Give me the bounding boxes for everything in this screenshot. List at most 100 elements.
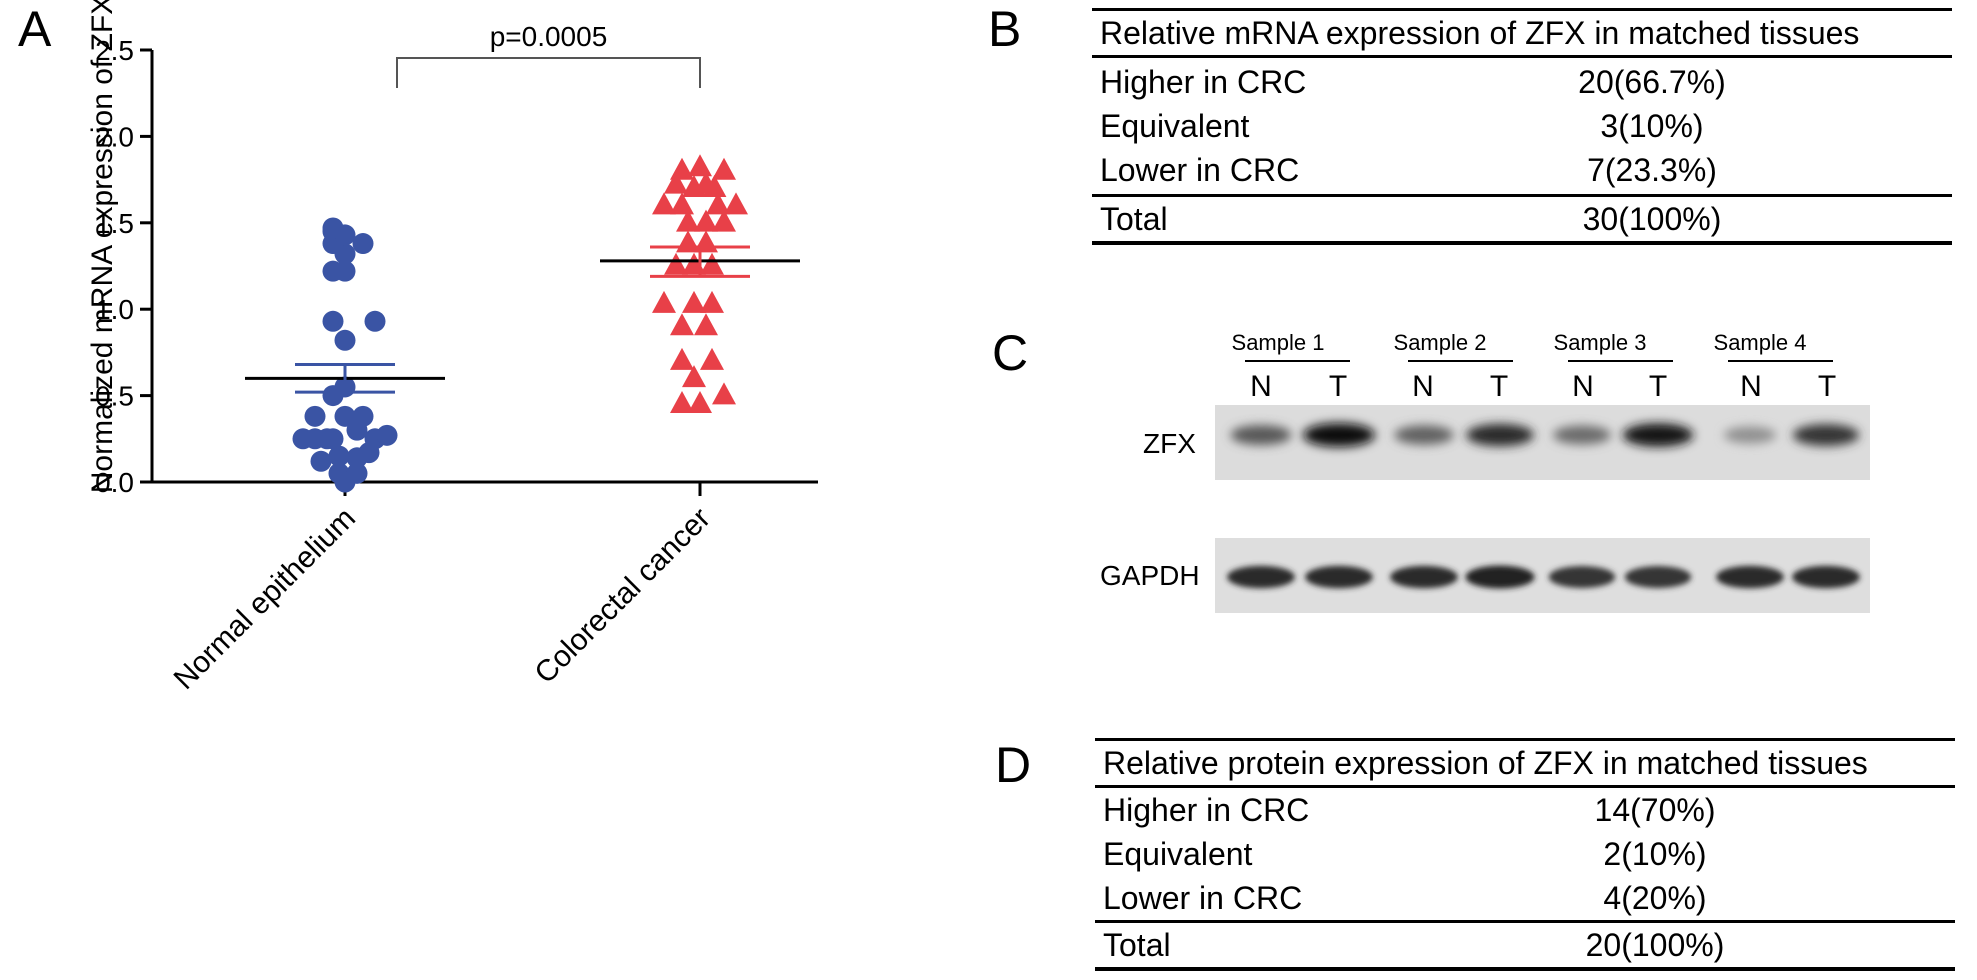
- lane-label: T: [1489, 370, 1509, 403]
- data-point-circle: [328, 445, 350, 467]
- data-point-triangle: [712, 209, 736, 232]
- data-point-circle: [364, 310, 386, 332]
- protein-table-row: Equivalent 2(10%): [1095, 832, 1955, 876]
- mrna-table-total-row: Total 30(100%): [1092, 194, 1952, 245]
- gapdh-band: [1465, 565, 1535, 589]
- mrna-table-header: Relative mRNA expression of ZFX in match…: [1092, 8, 1952, 58]
- data-point-triangle: [700, 347, 724, 370]
- data-point-triangle: [712, 157, 736, 180]
- data-point-triangle: [694, 313, 718, 336]
- zfx-bands: [1230, 423, 1860, 447]
- y-axis-label: Normalized mRNA expression of ZFX: [86, 0, 119, 493]
- protein-table-header: Relative protein expression of ZFX in ma…: [1095, 738, 1955, 788]
- lane-label: T: [1817, 370, 1837, 403]
- protein-table-total-row: Total 20(100%): [1095, 920, 1955, 971]
- mrna-row-label: Lower in CRC: [1100, 152, 1300, 188]
- panel-label-d: D: [995, 737, 1032, 793]
- data-points: [292, 154, 748, 493]
- data-point-circle: [376, 424, 398, 446]
- data-point-circle: [346, 419, 368, 441]
- data-point-triangle: [694, 230, 718, 253]
- data-point-triangle: [702, 175, 727, 198]
- zfx-band: [1622, 423, 1694, 447]
- data-point-circle: [352, 233, 374, 255]
- gapdh-band: [1548, 566, 1616, 588]
- protein-row-value: 2(10%): [1603, 836, 1707, 872]
- gapdh-band: [1227, 565, 1295, 589]
- lane-label: N: [1740, 370, 1762, 403]
- y-tick-label: 2.5: [95, 35, 134, 66]
- mrna-table-row: Equivalent 3(10%): [1092, 104, 1952, 148]
- y-tick-label: 1.0: [95, 294, 134, 325]
- sample-underline: [1728, 360, 1833, 362]
- data-point-triangle: [700, 290, 724, 313]
- gapdh-band: [1716, 565, 1784, 589]
- zfx-band: [1230, 425, 1292, 445]
- sample-underline: [1245, 360, 1350, 362]
- protein-row-value: 20(100%): [1585, 927, 1725, 963]
- data-point-triangle: [706, 192, 730, 215]
- y-tick-label: 2.0: [95, 121, 134, 152]
- lane-label: T: [1648, 370, 1668, 403]
- protein-table-row: Lower in CRC 4(20%): [1095, 876, 1955, 920]
- western-blot: [1215, 405, 1870, 613]
- lane-label: N: [1250, 370, 1272, 403]
- panel-label-a: A: [18, 1, 52, 57]
- y-tick-label: 0.0: [95, 467, 134, 498]
- mrna-row-label: Higher in CRC: [1100, 64, 1307, 100]
- data-point-triangle: [688, 154, 712, 177]
- data-point-triangle: [682, 290, 706, 313]
- data-point-circle: [322, 428, 344, 450]
- significance-bracket: p=0.0005: [396, 21, 701, 88]
- sample-label: Sample 2: [1393, 330, 1487, 355]
- sample-label: Sample 4: [1713, 330, 1807, 355]
- data-point-triangle: [670, 347, 694, 370]
- gapdh-band: [1624, 566, 1692, 588]
- blot-row-label-zfx: ZFX: [1143, 428, 1196, 459]
- mrna-table-row: Lower in CRC 7(23.3%): [1092, 148, 1952, 192]
- mrna-table: Relative mRNA expression of ZFX in match…: [1092, 8, 1952, 245]
- data-point-circle: [304, 405, 326, 427]
- data-point-triangle: [670, 313, 694, 336]
- data-point-circle: [322, 310, 344, 332]
- x-tick-label: Normal epithelium: [168, 502, 362, 696]
- protein-row-label: Higher in CRC: [1103, 792, 1310, 828]
- data-point-circle: [310, 450, 332, 472]
- gapdh-bands: [1227, 565, 1860, 589]
- data-point-triangle: [682, 365, 706, 388]
- data-point-triangle: [724, 192, 748, 215]
- gapdh-band: [1792, 565, 1860, 589]
- data-point-triangle: [652, 192, 676, 215]
- zfx-band: [1394, 425, 1454, 445]
- lane-label: T: [1328, 370, 1348, 403]
- zfx-band: [1792, 424, 1860, 446]
- data-point-circle: [334, 471, 356, 493]
- mrna-table-row: Higher in CRC 20(66.7%): [1092, 60, 1952, 104]
- panel-label-b: B: [988, 1, 1022, 57]
- data-point-triangle: [712, 382, 736, 405]
- lane-label: N: [1572, 370, 1594, 403]
- sample-label: Sample 3: [1553, 330, 1647, 355]
- y-tick-label: 0.5: [95, 381, 134, 412]
- data-point-triangle: [676, 209, 700, 232]
- lane-label: N: [1412, 370, 1434, 403]
- mean-sem-bars: [245, 245, 800, 394]
- data-point-triangle: [694, 209, 718, 232]
- sample-underline: [1408, 360, 1513, 362]
- data-point-circle: [334, 260, 356, 282]
- blot-row-label-gapdh: GAPDH: [1100, 560, 1200, 591]
- gapdh-band: [1390, 565, 1458, 589]
- bracket-line: [396, 57, 701, 88]
- data-point-circle: [334, 405, 356, 427]
- mrna-row-label: Total: [1100, 201, 1168, 237]
- mrna-row-value: 7(23.3%): [1587, 152, 1717, 188]
- sample-label: Sample 1: [1231, 330, 1325, 355]
- data-point-triangle: [670, 391, 694, 414]
- p-value-label: p=0.0005: [490, 21, 608, 52]
- x-tick-label: Colorectal cancer: [529, 502, 717, 690]
- data-point-triangle: [664, 171, 688, 194]
- zfx-band: [1723, 426, 1777, 444]
- panel-label-c: C: [992, 325, 1029, 381]
